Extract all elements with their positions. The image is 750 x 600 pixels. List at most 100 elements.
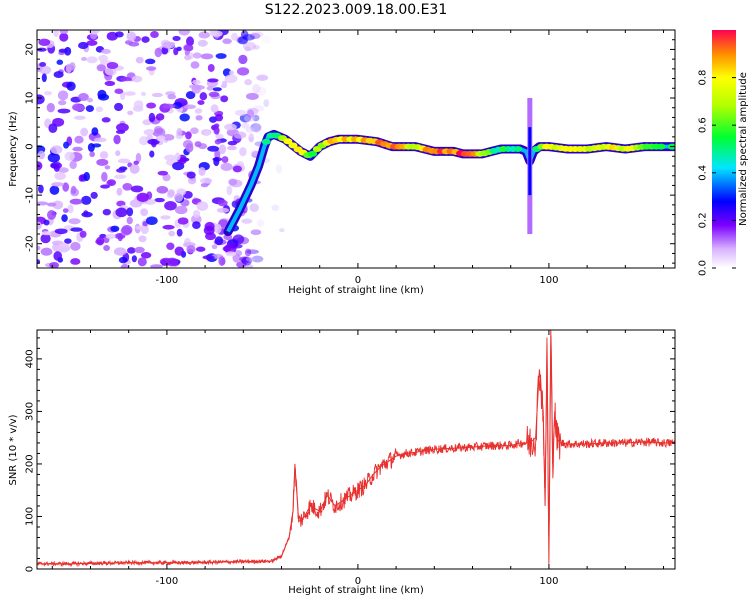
noise-blob [177, 217, 189, 225]
noise-blob [218, 219, 228, 227]
noise-blob [98, 54, 109, 62]
noise-blob [57, 108, 71, 114]
noise-blob [131, 75, 143, 83]
noise-blob [218, 256, 226, 266]
noise-blob [46, 102, 55, 113]
noise-blobs [37, 30, 285, 268]
noise-blob [190, 127, 199, 134]
noise-blob [93, 137, 107, 143]
noise-blob [176, 228, 183, 237]
noise-blob [234, 109, 247, 116]
noise-blob [263, 99, 270, 108]
noise-blob [271, 204, 280, 211]
noise-blob [167, 189, 175, 197]
noise-blob [162, 103, 176, 109]
noise-blob [59, 32, 69, 42]
noise-blob [212, 87, 222, 92]
noise-blob [168, 230, 176, 237]
noise-blob [275, 164, 283, 174]
noise-blob [210, 104, 219, 113]
noise-blob [83, 171, 90, 182]
noise-blob [156, 185, 169, 194]
y-tick-label: 10 [25, 92, 36, 105]
noise-blob [203, 225, 215, 235]
noise-blob [140, 252, 152, 259]
noise-blob [148, 112, 156, 123]
noise-blob [64, 238, 72, 244]
noise-blob [214, 149, 221, 159]
noise-blob [126, 216, 133, 225]
noise-blob [53, 251, 63, 261]
colorbar-ticks: 0.0 0.2 0.4 0.6 0.8 [698, 70, 736, 276]
noise-blob [116, 168, 126, 173]
noise-blob [115, 150, 121, 157]
noise-blob [238, 54, 248, 65]
noise-blob [239, 256, 250, 263]
noise-blob [85, 105, 95, 112]
x-tick-label: 100 [539, 576, 558, 587]
noise-blob [79, 230, 87, 238]
noise-blob [38, 184, 44, 194]
noise-blob [135, 56, 144, 64]
noise-blob [101, 48, 111, 54]
noise-blob [187, 177, 197, 185]
noise-blob [72, 146, 83, 152]
noise-blob [244, 248, 252, 257]
noise-blob [64, 46, 72, 56]
noise-blob [245, 256, 256, 262]
noise-blob [140, 91, 147, 97]
noise-blob [247, 109, 255, 118]
noise-blob [179, 113, 190, 122]
noise-blob [130, 185, 144, 193]
noise-blob [244, 114, 255, 123]
noise-blob [133, 160, 139, 165]
noise-blob [252, 105, 265, 112]
noise-blob [118, 256, 128, 264]
noise-blob [172, 35, 181, 42]
y-tick-label: 20 [25, 43, 36, 56]
y-tick-label: 100 [25, 507, 36, 526]
noise-blob [165, 257, 179, 267]
noise-blob [253, 123, 262, 134]
noise-blob [142, 119, 152, 126]
noise-blob [217, 199, 228, 207]
noise-blob [69, 198, 83, 205]
ridge-segment [283, 138, 293, 145]
noise-blob [39, 62, 47, 67]
noise-blob [162, 173, 171, 182]
ridge-band [223, 98, 675, 237]
noise-blob [250, 149, 259, 156]
noise-blob [52, 200, 64, 210]
noise-blob [151, 139, 157, 148]
noise-blob [211, 244, 218, 250]
noise-blob [232, 165, 243, 173]
noise-blob [183, 104, 197, 110]
noise-blob [131, 255, 137, 263]
noise-blob [225, 251, 237, 257]
noise-blob [243, 41, 256, 51]
noise-blob [214, 236, 224, 246]
noise-blob [194, 141, 202, 148]
noise-blob [46, 209, 57, 220]
y-tick-label: 0 [25, 143, 36, 149]
noise-blob [48, 123, 58, 134]
noise-blob [176, 46, 182, 52]
ridge-segment [656, 143, 666, 150]
noise-blob [236, 67, 250, 76]
noise-blob [195, 246, 206, 252]
noise-blob [107, 179, 116, 186]
noise-blob [156, 135, 166, 142]
noise-blob [70, 227, 83, 232]
noise-blob [132, 105, 144, 112]
noise-blob [200, 177, 213, 184]
noise-blob [54, 228, 68, 235]
noise-blob [214, 139, 222, 145]
noise-blob [135, 152, 142, 163]
x-tick-label: -100 [156, 576, 179, 587]
noise-blob [261, 35, 272, 45]
noise-blob [50, 145, 63, 155]
noise-blob [257, 219, 265, 227]
noise-blob [174, 152, 181, 161]
noise-blob [40, 247, 53, 256]
